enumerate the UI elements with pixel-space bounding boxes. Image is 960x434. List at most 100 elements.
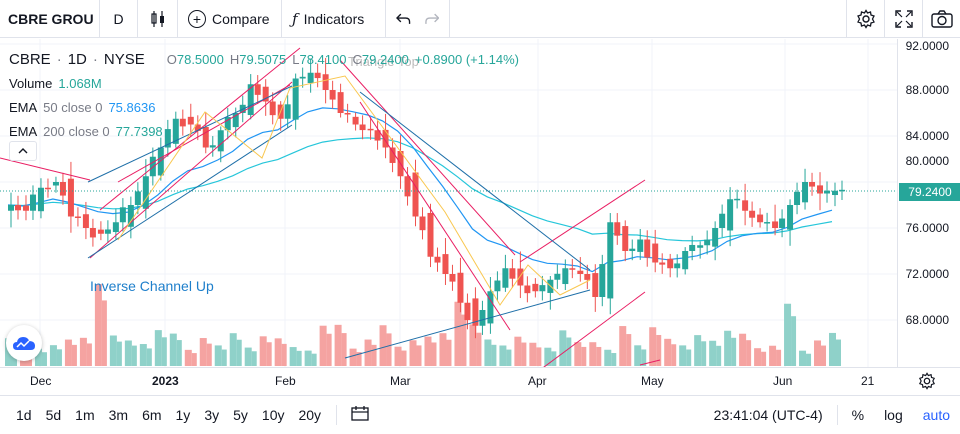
candle-body [652, 243, 659, 263]
function-icon: ƒ [292, 9, 298, 28]
candle-body [149, 156, 156, 177]
compare-button[interactable]: + Compare [178, 0, 282, 38]
price-axis-label: 88.0000 [905, 83, 949, 97]
range-3y-button[interactable]: 3y [204, 406, 220, 423]
volume-bar [739, 333, 747, 366]
axis-settings-button[interactable] [918, 372, 936, 395]
candle-body [202, 126, 209, 148]
range-5y-button[interactable]: 5y [233, 406, 248, 423]
volume-bar [656, 334, 662, 366]
ema200-value: 77.7398 [115, 124, 163, 139]
candle-body [142, 176, 149, 209]
legend-collapse-button[interactable] [9, 141, 37, 161]
volume-label: Volume [9, 76, 53, 91]
candle-body [179, 118, 186, 127]
indicators-button[interactable]: ƒ Indicators [282, 0, 386, 38]
volume-bar [206, 343, 212, 366]
volume-bar [476, 332, 482, 366]
divider [836, 405, 838, 425]
candle-body [374, 130, 381, 141]
time-axis-label: Dec [30, 374, 52, 388]
percent-toggle[interactable]: % [851, 407, 865, 423]
candle-body [592, 273, 599, 297]
interval-button[interactable]: D [100, 0, 138, 38]
pattern-line [359, 101, 511, 331]
volume-bar [701, 341, 707, 366]
tradingview-logo[interactable] [6, 325, 42, 361]
candle-body [119, 207, 126, 223]
candle-body [674, 263, 681, 269]
volume-bar [139, 344, 147, 366]
cloud-logo-icon [13, 337, 35, 350]
candle-body [779, 218, 786, 228]
legend-volume-row[interactable]: Volume 1.068M [9, 72, 519, 96]
pattern-line [519, 179, 646, 263]
volume-bar [461, 314, 467, 366]
volume-bar [581, 346, 587, 366]
range-3m-button[interactable]: 3m [108, 406, 129, 423]
range-1y-button[interactable]: 1y [175, 406, 191, 423]
candle-body [127, 205, 134, 227]
go-to-date-button[interactable] [345, 405, 375, 424]
candle-body [74, 216, 81, 218]
time-axis-label: Mar [390, 374, 411, 388]
auto-toggle[interactable]: auto [922, 407, 950, 423]
chart-legend: CBRE · 1D · NYSE O 78.5000 H 79.5075 L 78.4… [9, 48, 519, 144]
candle-body [757, 214, 764, 223]
fullscreen-button[interactable] [884, 0, 922, 38]
volume-bar [724, 330, 732, 366]
pattern-line [117, 84, 291, 183]
volume-bar [506, 349, 512, 366]
time-axis-label: 2023 [152, 374, 179, 388]
log-toggle[interactable]: log [884, 407, 903, 423]
undo-redo-group [386, 0, 450, 38]
camera-icon [930, 10, 953, 28]
candle-body [614, 222, 621, 236]
clock[interactable]: 23:41:04 (UTC-4) [713, 407, 823, 423]
range-20y-button[interactable]: 20y [298, 406, 322, 423]
candle-body [644, 239, 651, 258]
candle-body [712, 228, 719, 247]
price-chart[interactable]: Triangle Top Inverse Channel Up [0, 39, 960, 367]
volume-value: 1.068M [58, 76, 102, 91]
volume-bar [559, 330, 567, 366]
legend-ema50-row[interactable]: EMA 50 close 0 75.8636 [9, 96, 519, 120]
candle-body [787, 205, 794, 230]
inverse-channel-up-label: Inverse Channel Up [90, 278, 214, 294]
candle-body [682, 251, 689, 270]
volume-bar [71, 344, 77, 366]
time-axis[interactable]: Dec 2023 Feb Mar Apr May Jun 21 [0, 367, 960, 395]
range-1d-button[interactable]: 1d [16, 406, 32, 423]
time-axis-label: Apr [528, 374, 547, 388]
symbol-search[interactable]: CBRE GROU [0, 0, 100, 38]
snapshot-button[interactable] [922, 0, 960, 38]
chart-style-button[interactable] [138, 0, 178, 38]
pattern-line [543, 291, 646, 367]
ema200-label: EMA [9, 124, 38, 139]
range-1m-button[interactable]: 1m [75, 406, 95, 423]
candle-body [704, 239, 711, 246]
volume-bar [259, 336, 267, 366]
time-axis-label: May [641, 374, 664, 388]
close-label: C [352, 52, 362, 67]
volume-bar [146, 348, 152, 366]
candle-body [584, 274, 591, 280]
range-6m-button[interactable]: 6m [142, 406, 162, 423]
candle-body [502, 268, 509, 288]
volume-bar [251, 351, 257, 366]
price-axis[interactable]: 92.0000 88.0000 84.0000 80.0000 76.0000 … [897, 39, 960, 367]
redo-icon[interactable] [424, 12, 440, 26]
candle-body [299, 76, 306, 79]
range-5d-button[interactable]: 5d [45, 406, 62, 423]
calendar-icon [351, 406, 369, 421]
candle-body [629, 248, 636, 251]
candle-body [322, 74, 329, 90]
undo-icon[interactable] [396, 12, 412, 26]
legend-ema200-row[interactable]: EMA 200 close 0 77.7398 [9, 120, 519, 144]
volume-bar [334, 324, 342, 366]
range-10y-button[interactable]: 10y [261, 406, 285, 423]
settings-button[interactable] [846, 0, 884, 38]
current-price-badge: 79.2400 [899, 183, 960, 201]
candle-body [382, 129, 389, 148]
volume-bar [784, 303, 792, 366]
